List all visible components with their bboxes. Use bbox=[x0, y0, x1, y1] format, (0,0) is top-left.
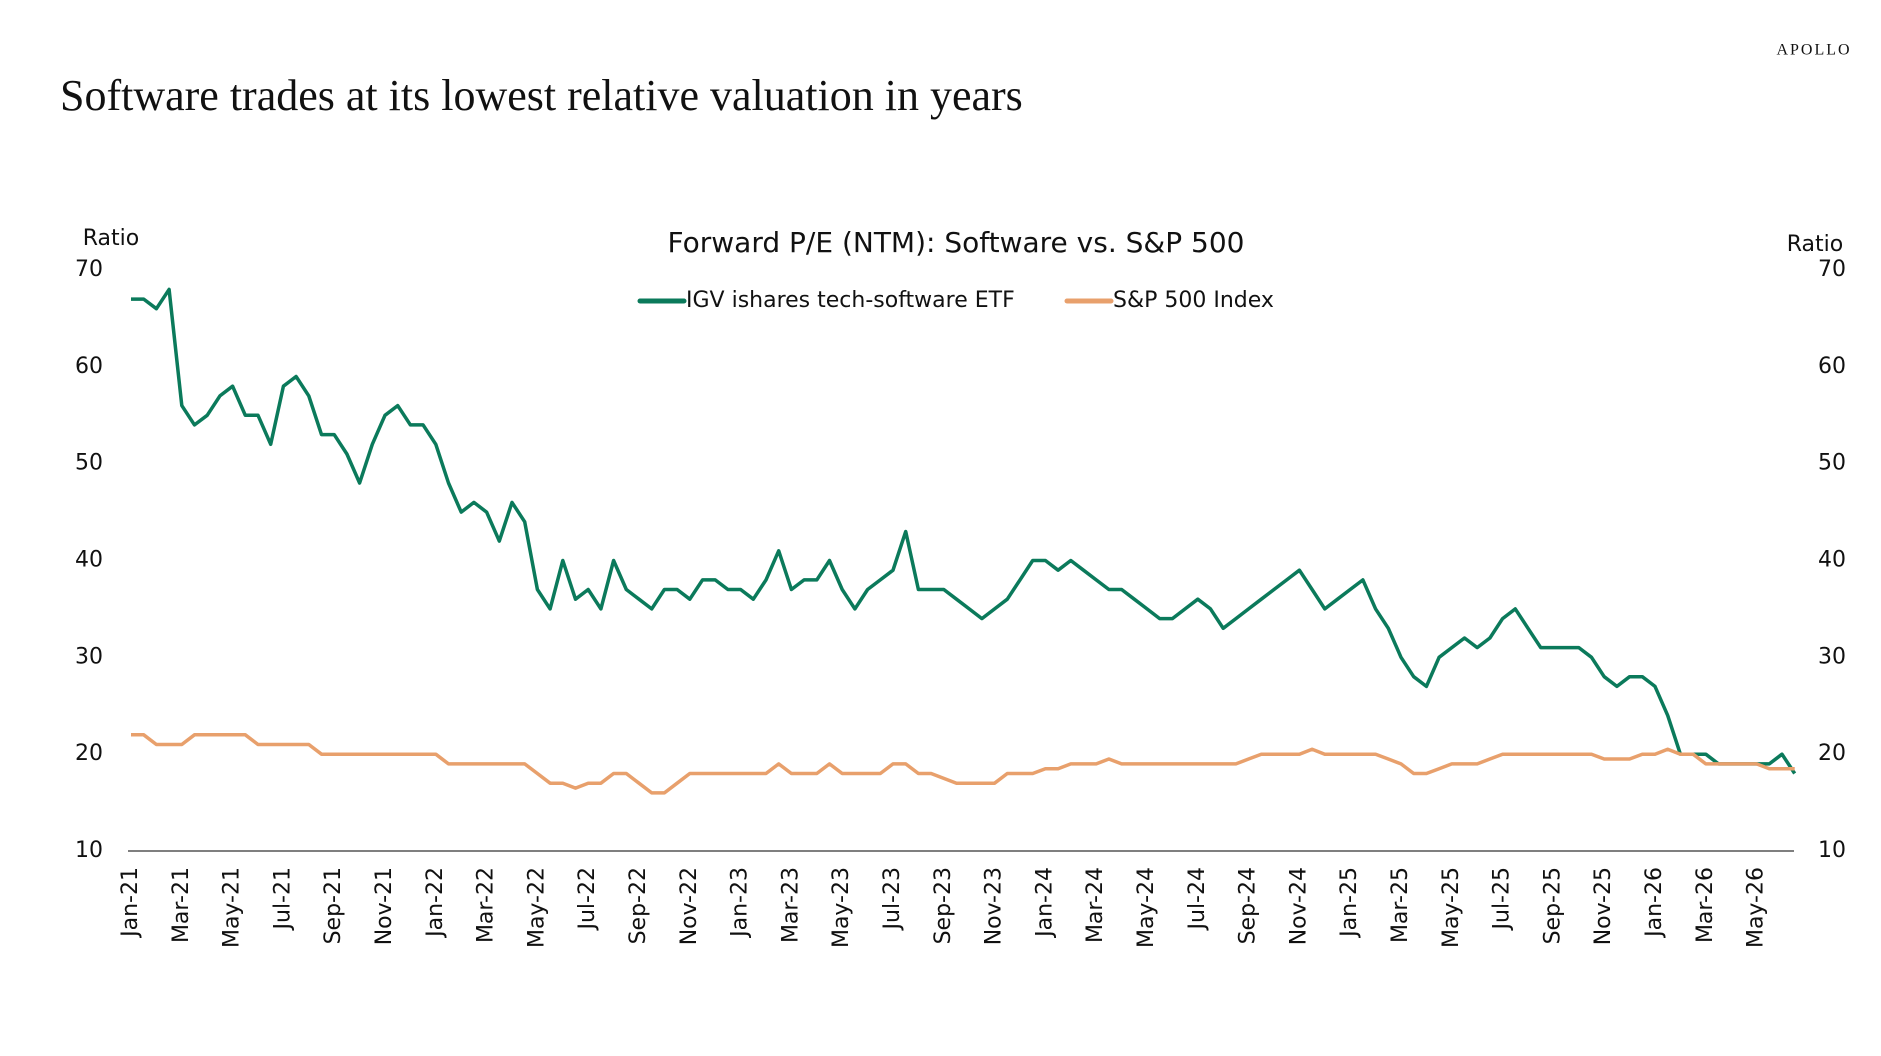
y-tick-label: 60 bbox=[75, 354, 103, 379]
y-tick-label: 70 bbox=[75, 257, 103, 282]
y-axis-label: Ratio bbox=[83, 226, 139, 251]
x-tick-label: Sep-25 bbox=[1540, 867, 1565, 944]
y-tick-label: 40 bbox=[75, 548, 103, 573]
y-tick-label: 20 bbox=[75, 741, 103, 766]
x-tick-label: Jan-26 bbox=[1642, 867, 1667, 939]
y2-tick-label: 50 bbox=[1818, 451, 1846, 476]
x-tick-label: Jan-21 bbox=[118, 867, 143, 939]
x-tick-label: Jul-25 bbox=[1490, 867, 1515, 931]
x-tick-label: Jan-22 bbox=[423, 867, 448, 939]
x-tick-label: Sep-22 bbox=[626, 867, 651, 944]
x-tick-label: May-25 bbox=[1439, 867, 1464, 948]
x-tick-label: Nov-21 bbox=[372, 867, 397, 945]
x-tick-label: Nov-22 bbox=[677, 867, 702, 945]
x-tick-label: Sep-21 bbox=[321, 867, 346, 944]
x-tick-label: Jul-24 bbox=[1185, 867, 1210, 931]
legend-label: S&P 500 Index bbox=[1113, 288, 1274, 313]
y2-tick-label: 40 bbox=[1818, 548, 1846, 573]
x-tick-label: Jul-23 bbox=[880, 867, 905, 931]
y-tick-label: 50 bbox=[75, 451, 103, 476]
series-line bbox=[131, 733, 1795, 795]
x-tick-label: Mar-26 bbox=[1693, 867, 1718, 943]
chart-title: Software trades at its lowest relative v… bbox=[60, 71, 1023, 120]
x-tick-label: Mar-24 bbox=[1083, 867, 1108, 943]
x-tick-label: May-21 bbox=[220, 867, 245, 948]
x-tick-label: Nov-23 bbox=[982, 867, 1007, 945]
x-tick-label: Jul-22 bbox=[575, 867, 600, 931]
series-line bbox=[131, 287, 1797, 775]
y-tick-label: 30 bbox=[75, 644, 103, 669]
x-tick-label: Mar-23 bbox=[778, 867, 803, 943]
x-tick-label: Sep-24 bbox=[1236, 867, 1261, 944]
x-tick-label: Jul-21 bbox=[270, 867, 295, 931]
y2-tick-label: 10 bbox=[1818, 838, 1846, 863]
x-tick-label: Nov-24 bbox=[1286, 867, 1311, 945]
x-tick-label: Mar-22 bbox=[474, 867, 499, 943]
y-tick-label: 10 bbox=[75, 838, 103, 863]
y2-axis-label: Ratio bbox=[1787, 232, 1843, 257]
y2-tick-label: 70 bbox=[1818, 257, 1846, 282]
x-tick-label: Jan-24 bbox=[1032, 867, 1057, 939]
x-tick-label: May-26 bbox=[1744, 867, 1769, 948]
brand: APOLLO bbox=[1776, 42, 1851, 59]
x-tick-label: Nov-25 bbox=[1591, 867, 1616, 945]
legend-label: IGV ishares tech-software ETF bbox=[686, 288, 1015, 313]
x-tick-label: May-22 bbox=[524, 867, 549, 948]
x-tick-label: May-24 bbox=[1134, 867, 1159, 948]
x-tick-label: May-23 bbox=[829, 867, 854, 948]
x-tick-label: Jan-25 bbox=[1337, 867, 1362, 939]
y2-tick-label: 60 bbox=[1818, 354, 1846, 379]
y2-tick-label: 20 bbox=[1818, 741, 1846, 766]
x-tick-label: Jan-23 bbox=[728, 867, 753, 939]
x-tick-label: Mar-25 bbox=[1388, 867, 1413, 943]
x-tick-label: Sep-23 bbox=[931, 867, 956, 944]
y2-tick-label: 30 bbox=[1818, 644, 1846, 669]
x-tick-label: Mar-21 bbox=[169, 867, 194, 943]
chart-subtitle: Forward P/E (NTM): Software vs. S&P 500 bbox=[668, 226, 1245, 259]
